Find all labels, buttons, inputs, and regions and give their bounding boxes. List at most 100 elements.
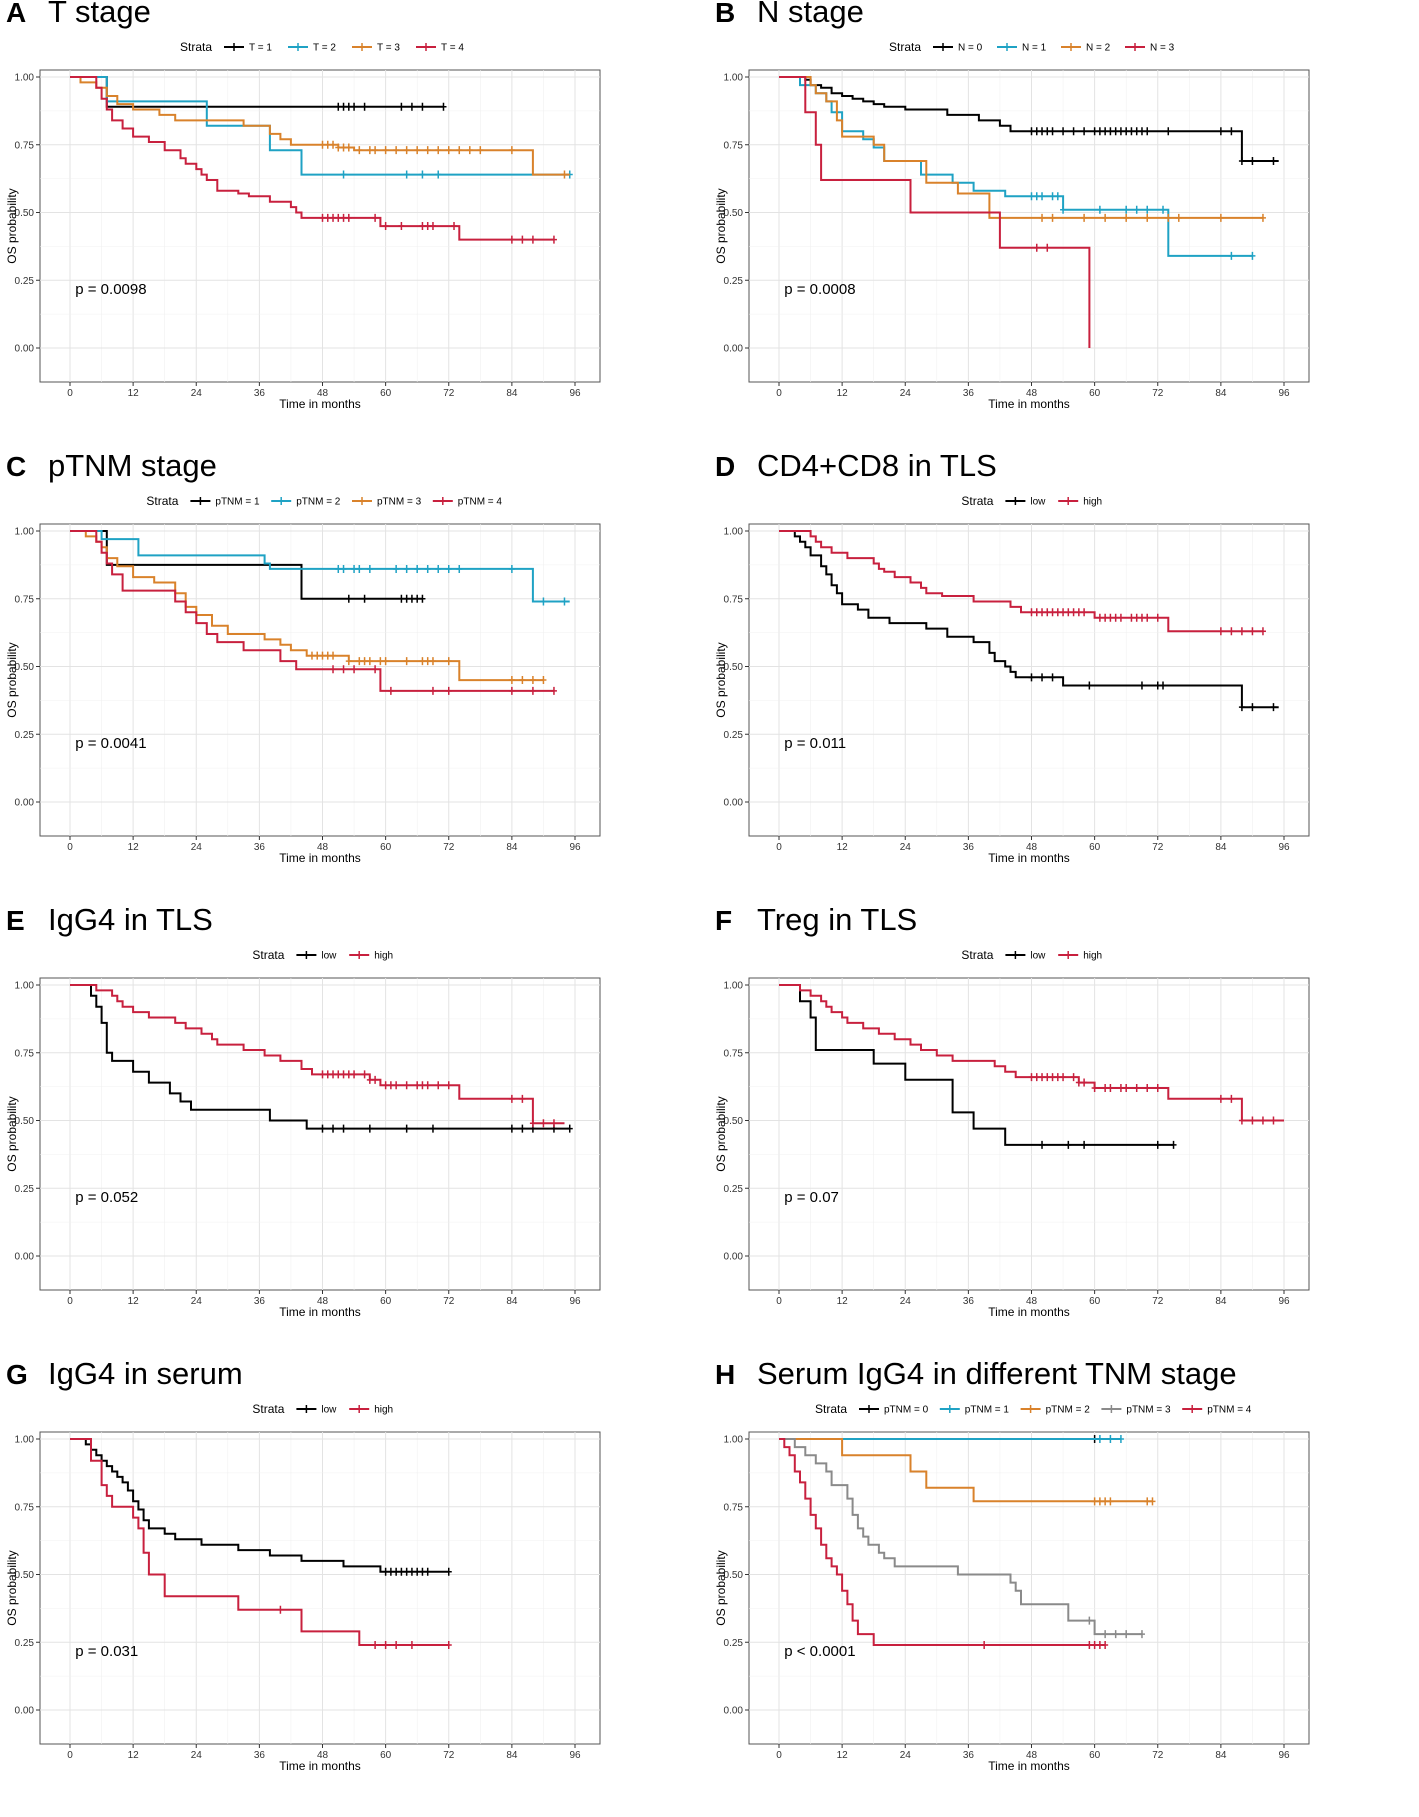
x-tick-label: 12 [837, 1296, 849, 1307]
x-tick-label: 84 [506, 1296, 518, 1307]
y-tick-label: 0.75 [724, 1048, 744, 1059]
panel-label-b: B [715, 0, 735, 28]
censor-mark [1133, 127, 1140, 136]
censor-mark [1060, 127, 1067, 136]
x-tick-label: 48 [1026, 388, 1038, 399]
censor-mark [519, 235, 526, 244]
legend-entry-2: pTNM = 1 [965, 1405, 1010, 1416]
censor-mark [508, 1124, 515, 1133]
legend-entry-2: pTNM = 2 [296, 497, 341, 508]
survival-curve-2 [70, 1438, 449, 1646]
censor-mark [508, 235, 515, 244]
censor-mark [1049, 127, 1056, 136]
censor-mark [377, 657, 384, 666]
series-2 [779, 530, 1266, 636]
axis-ticks: 0 12 24 36 48 60 72 84 96 0.00 0.25 0.50 0.75 1.00 [724, 1435, 1290, 1762]
censor-mark [1117, 127, 1124, 136]
censor-mark [1123, 1083, 1130, 1092]
censor-mark [414, 1567, 421, 1576]
x-tick-label: 12 [128, 842, 140, 853]
censor-mark [1165, 213, 1172, 222]
censor-mark [361, 657, 368, 666]
censor-mark [1107, 1435, 1114, 1443]
censor-mark [408, 102, 415, 111]
censor-mark [419, 170, 426, 179]
censor-mark [1112, 613, 1119, 622]
censor-mark [403, 1124, 410, 1133]
y-axis-title: OS probability [5, 1096, 19, 1171]
series-4 [779, 76, 1091, 348]
legend-entry-2: high [1083, 497, 1102, 508]
x-tick-label: 12 [128, 1296, 140, 1307]
censor-mark [319, 651, 326, 660]
x-tick-label: 36 [254, 842, 266, 853]
legend-entry-3: pTNM = 2 [1046, 1405, 1091, 1416]
grid [749, 524, 1309, 836]
y-tick-label: 0.00 [724, 1706, 744, 1717]
axis-ticks: 0 12 24 36 48 60 72 84 96 0.00 0.25 0.50 0.75 1.00 [15, 981, 581, 1308]
censor-mark [435, 146, 442, 155]
survival-curve-1 [779, 530, 1279, 709]
censor-mark [1096, 205, 1103, 214]
plot-area [748, 1431, 1310, 1745]
series-2 [70, 530, 570, 606]
censor-mark [1138, 681, 1145, 690]
censor-mark [1123, 205, 1130, 214]
grid [749, 978, 1309, 1290]
censor-mark [408, 1640, 415, 1649]
y-tick-label: 1.00 [15, 73, 35, 84]
x-tick-label: 24 [191, 1750, 203, 1761]
censor-mark [1138, 127, 1145, 136]
censor-mark [529, 686, 536, 695]
censor-mark [1228, 1094, 1235, 1103]
x-tick-label: 84 [1215, 1296, 1227, 1307]
censor-mark [1217, 627, 1224, 636]
series-1 [70, 984, 573, 1133]
censor-mark [1249, 1116, 1256, 1125]
p-value-a: p = 0.0098 [75, 281, 146, 298]
panel-title-c: pTNM stage [48, 448, 217, 483]
panel-label-f: F [715, 905, 732, 936]
p-value-b: p = 0.0008 [784, 281, 855, 298]
censor-mark [366, 1075, 373, 1084]
p-value-c: p = 0.0041 [75, 735, 146, 752]
legend-entry-2: high [1083, 951, 1102, 962]
p-value-e: p = 0.052 [75, 1189, 138, 1206]
panel-title-b: N stage [757, 0, 864, 29]
y-tick-label: 0.75 [724, 594, 744, 605]
y-tick-label: 1.00 [15, 981, 35, 992]
legend-title: Strata [252, 1402, 284, 1416]
x-axis-title: Time in months [988, 1759, 1070, 1773]
censor-mark [1033, 127, 1040, 136]
censor-mark [398, 594, 405, 603]
y-tick-label: 0.00 [15, 1706, 35, 1717]
censor-mark [1112, 127, 1119, 136]
x-tick-label: 36 [254, 1750, 266, 1761]
censor-mark [1091, 1497, 1098, 1506]
censor-mark [382, 222, 389, 231]
legend-entry-4: pTNM = 4 [458, 497, 503, 508]
censor-mark [1144, 1497, 1151, 1506]
censor-mark [1028, 673, 1035, 682]
x-tick-label: 96 [569, 1750, 581, 1761]
censor-mark [540, 1119, 547, 1128]
x-tick-label: 0 [67, 388, 73, 399]
series-2 [779, 984, 1284, 1125]
legend-entry-1: pTNM = 0 [884, 1405, 929, 1416]
y-tick-label: 1.00 [724, 1435, 744, 1446]
x-tick-label: 96 [1278, 1296, 1290, 1307]
censor-mark [1028, 1073, 1035, 1082]
x-tick-label: 72 [443, 388, 455, 399]
censor-mark [1075, 1078, 1082, 1087]
censor-mark [393, 564, 400, 573]
y-tick-label: 0.75 [15, 140, 35, 151]
x-tick-label: 60 [1089, 842, 1101, 853]
censor-mark [1033, 1073, 1040, 1082]
y-tick-label: 0.25 [724, 1638, 744, 1649]
censor-mark [340, 213, 347, 222]
x-tick-label: 48 [1026, 842, 1038, 853]
censor-mark [466, 146, 473, 155]
x-tick-label: 84 [1215, 842, 1227, 853]
censor-mark [1144, 205, 1151, 214]
y-tick-label: 0.25 [724, 276, 744, 287]
